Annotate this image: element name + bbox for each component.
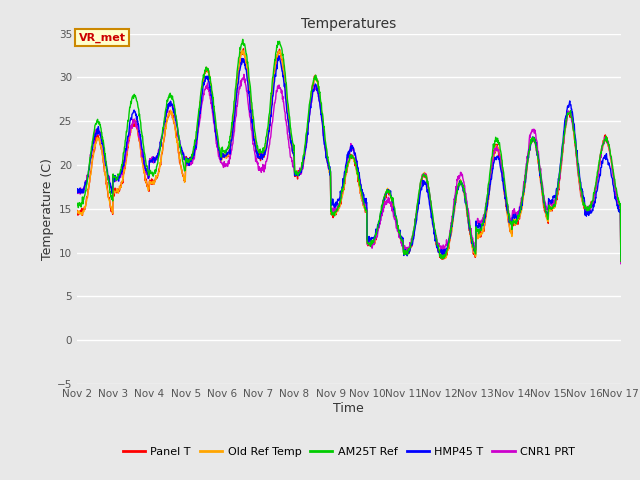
- Y-axis label: Temperature (C): Temperature (C): [41, 158, 54, 260]
- Legend: Panel T, Old Ref Temp, AM25T Ref, HMP45 T, CNR1 PRT: Panel T, Old Ref Temp, AM25T Ref, HMP45 …: [118, 442, 579, 461]
- Text: VR_met: VR_met: [79, 33, 125, 43]
- X-axis label: Time: Time: [333, 402, 364, 415]
- Title: Temperatures: Temperatures: [301, 17, 396, 31]
